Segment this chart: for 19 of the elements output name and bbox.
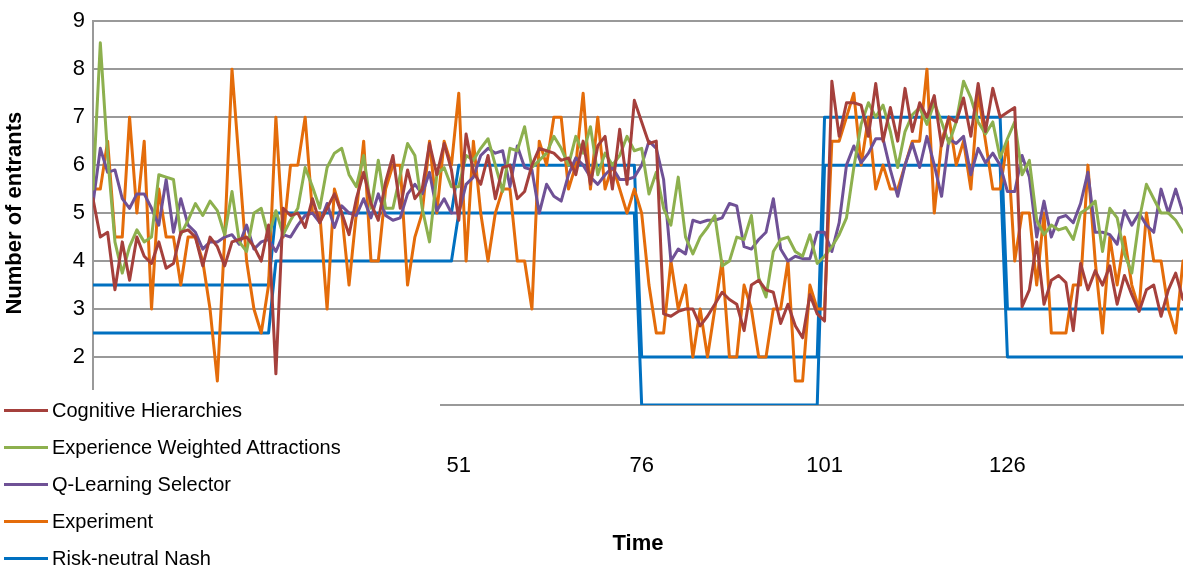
y-axis-title: Number of entrants <box>1 111 27 315</box>
x-tick-label: 101 <box>806 452 843 478</box>
y-tick-label: 7 <box>72 103 85 129</box>
y-tick-label: 8 <box>72 55 85 81</box>
x-tick-label: 76 <box>629 452 654 478</box>
y-tick-label: 6 <box>72 151 85 177</box>
legend-label: Risk-neutral Nash <box>52 547 211 570</box>
legend-label: Experiment <box>52 510 154 533</box>
x-axis-title: Time <box>612 529 664 555</box>
y-tick-label: 5 <box>72 199 85 225</box>
x-tick-label: 51 <box>446 452 472 478</box>
legend-label: Q-Learning Selector <box>52 473 231 496</box>
y-tick-label: 9 <box>72 7 85 33</box>
y-tick-label: 4 <box>72 247 85 273</box>
y-tick-label: 2 <box>72 343 85 369</box>
x-tick-label: 126 <box>989 452 1026 478</box>
legend-label: Cognitive Hierarchies <box>52 399 243 422</box>
legend-label: Experience Weighted Attractions <box>52 436 341 459</box>
y-tick-label: 3 <box>72 295 85 321</box>
